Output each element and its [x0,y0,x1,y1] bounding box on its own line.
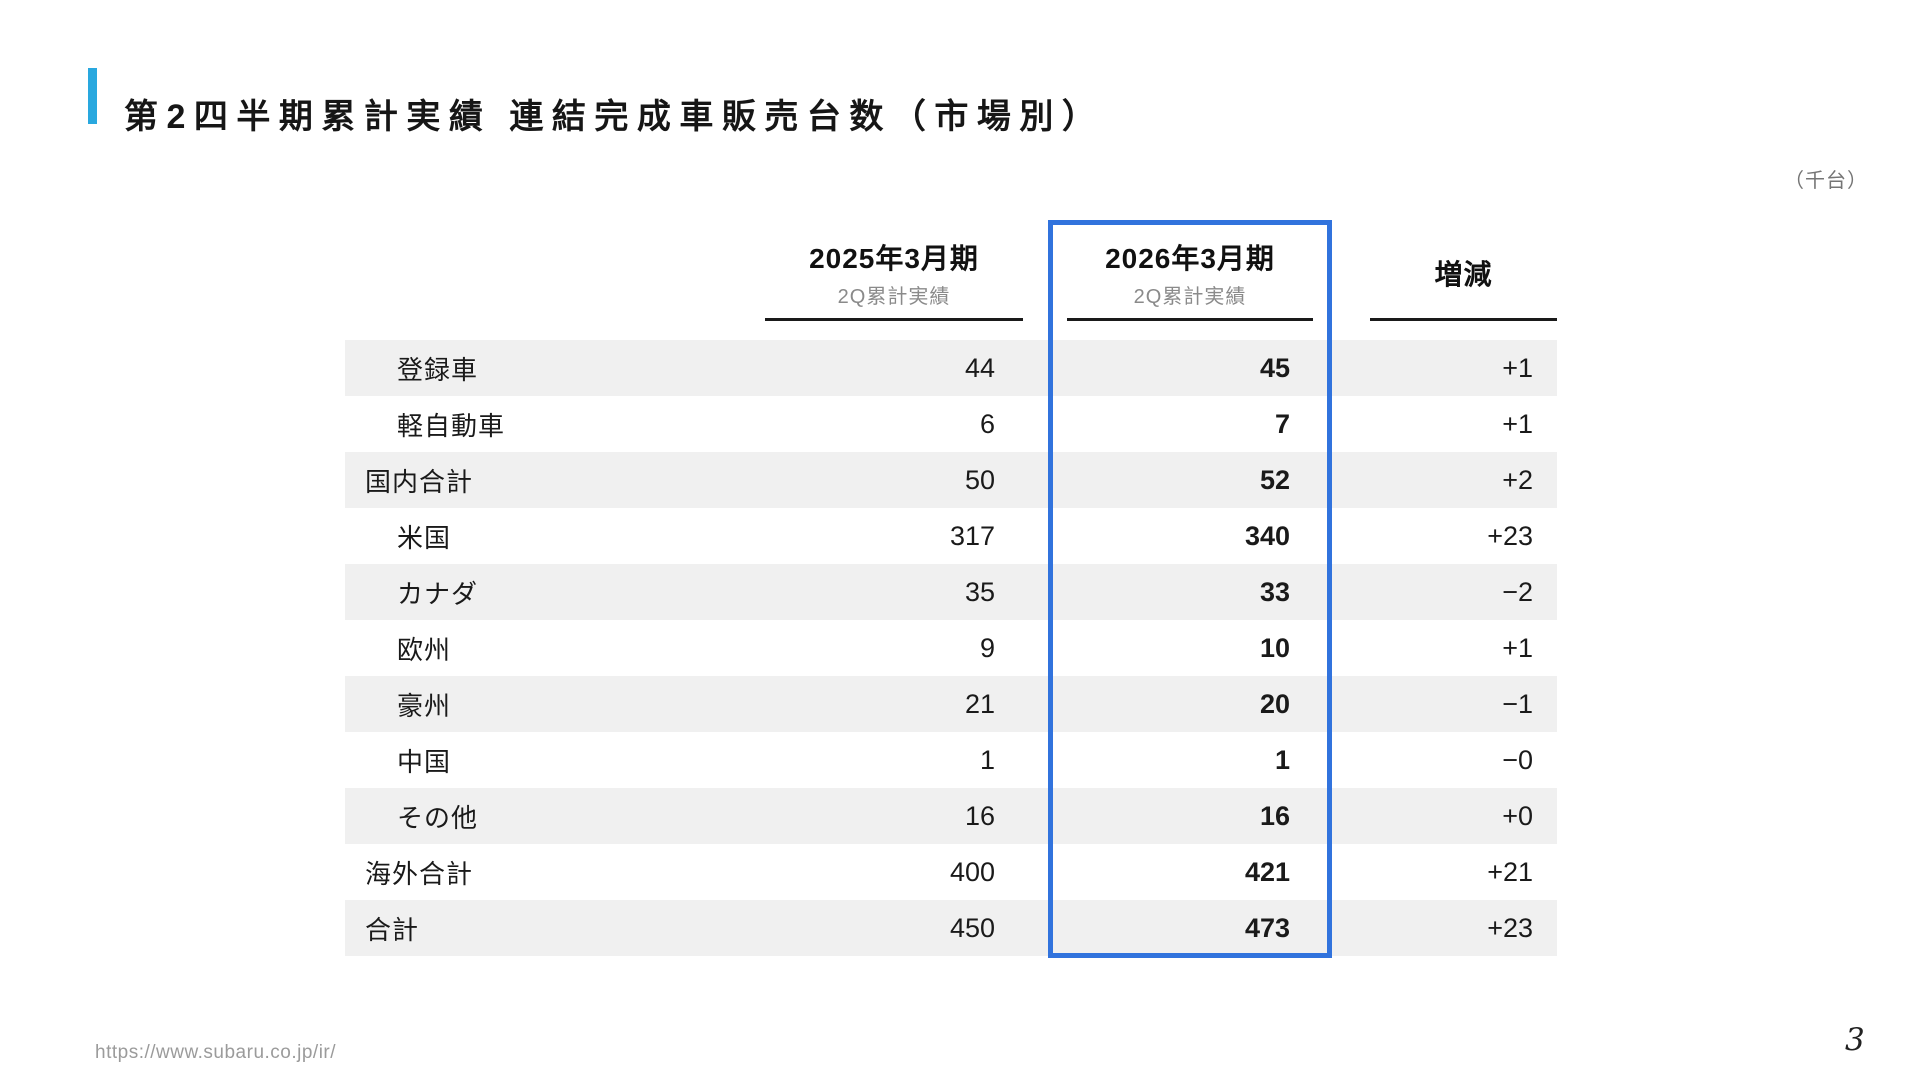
table-row: 合計 450 473 +23 [345,900,1557,956]
value-fy2026: 20 [1259,688,1290,719]
value-fy2026: 45 [1259,352,1290,383]
column-label: 増減 [1434,259,1493,290]
table-row: 海外合計 400 421 +21 [345,844,1557,900]
value-fy2025: 9 [979,632,995,663]
unit-note: （千台） [1784,170,1868,192]
value-fy2025: 6 [979,408,995,439]
value-fy2026: 421 [1244,856,1290,887]
value-change: −1 [1502,688,1533,719]
value-change: +1 [1502,352,1533,383]
value-fy2026: 16 [1259,800,1290,831]
table-row: 豪州 21 20 −1 [345,676,1557,732]
column-header-change: 増減 [1370,226,1557,321]
value-fy2025: 317 [949,520,995,551]
value-fy2025: 21 [964,688,995,719]
value-fy2025: 1 [979,744,995,775]
value-change: +0 [1502,800,1533,831]
value-fy2026: 340 [1244,520,1290,551]
value-change: +2 [1502,464,1533,495]
value-fy2025: 16 [964,800,995,831]
value-change: +21 [1487,856,1533,887]
value-fy2025: 450 [949,912,995,943]
value-fy2025: 44 [964,352,995,383]
row-label: 登録車 [397,354,479,385]
row-label: 合計 [365,914,420,945]
table-row: カナダ 35 33 −2 [345,564,1557,620]
value-fy2025: 35 [964,576,995,607]
row-label: カナダ [397,578,479,609]
row-label: 海外合計 [365,858,474,889]
column-sublabel: 2Q累計実績 [1133,286,1247,308]
column-label: 2026年3月期 [1105,243,1275,274]
value-change: +1 [1502,408,1533,439]
title-accent-bar [88,68,97,124]
row-label: 豪州 [397,690,452,721]
header-underline [765,318,1023,321]
row-label: その他 [397,802,479,833]
value-change: +23 [1487,912,1533,943]
column-header-fy2026: 2026年3月期 2Q累計実績 [1048,226,1332,321]
row-label: 欧州 [397,634,452,665]
footer-url: https://www.subaru.co.jp/ir/ [95,1042,337,1063]
value-fy2026: 52 [1259,464,1290,495]
value-change: −0 [1502,744,1533,775]
value-fy2026: 33 [1259,576,1290,607]
table-rows: 登録車 44 45 +1 軽自動車 6 7 +1 国内合計 50 52 +2 米… [345,340,1557,956]
value-change: +1 [1502,632,1533,663]
table-row: 登録車 44 45 +1 [345,340,1557,396]
header-underline [1067,318,1313,321]
column-label: 2025年3月期 [809,243,979,274]
table-row: 欧州 9 10 +1 [345,620,1557,676]
table-row: 軽自動車 6 7 +1 [345,396,1557,452]
value-fy2026: 10 [1259,632,1290,663]
value-fy2025: 50 [964,464,995,495]
table-row: 国内合計 50 52 +2 [345,452,1557,508]
column-header-fy2025: 2025年3月期 2Q累計実績 [765,226,1023,321]
row-label: 米国 [397,522,452,553]
value-change: +23 [1487,520,1533,551]
table-row: 中国 1 1 −0 [345,732,1557,788]
row-label: 中国 [397,746,452,777]
column-sublabel: 2Q累計実績 [837,286,951,308]
value-fy2026: 1 [1274,744,1290,775]
header-underline [1370,318,1557,321]
value-fy2025: 400 [949,856,995,887]
page-title: 第2四半期累計実績 連結完成車販売台数（市場別） [124,97,1105,136]
row-label: 軽自動車 [397,410,506,441]
value-fy2026: 473 [1244,912,1290,943]
table-row: その他 16 16 +0 [345,788,1557,844]
value-change: −2 [1502,576,1533,607]
sales-table: 2025年3月期 2Q累計実績 2026年3月期 2Q累計実績 増減 登録車 4… [345,218,1557,960]
page-number: 3 [1845,1022,1865,1058]
table-row: 米国 317 340 +23 [345,508,1557,564]
row-label: 国内合計 [365,466,474,497]
value-fy2026: 7 [1274,408,1290,439]
